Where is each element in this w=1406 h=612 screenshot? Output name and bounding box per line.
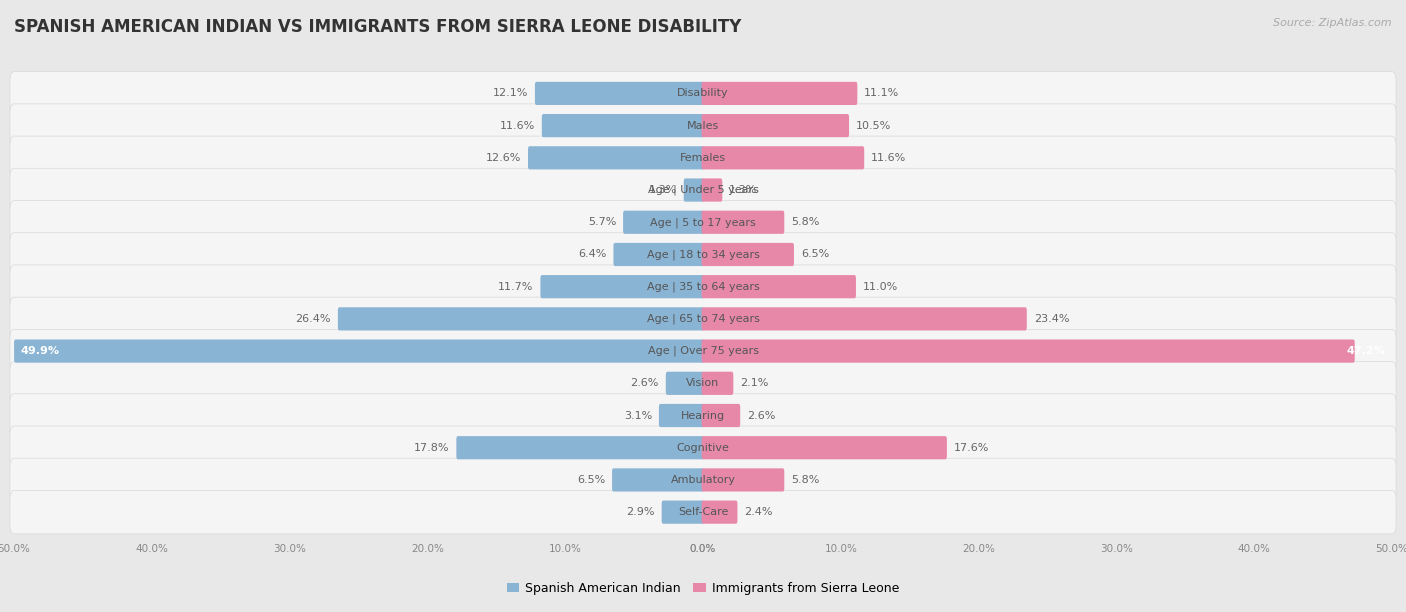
Text: Source: ZipAtlas.com: Source: ZipAtlas.com xyxy=(1274,18,1392,28)
FancyBboxPatch shape xyxy=(623,211,704,234)
Text: Females: Females xyxy=(681,153,725,163)
FancyBboxPatch shape xyxy=(702,211,785,234)
Text: Ambulatory: Ambulatory xyxy=(671,475,735,485)
FancyBboxPatch shape xyxy=(457,436,704,460)
Text: 10.5%: 10.5% xyxy=(856,121,891,130)
FancyBboxPatch shape xyxy=(702,275,856,298)
Text: Self-Care: Self-Care xyxy=(678,507,728,517)
Text: 5.7%: 5.7% xyxy=(588,217,616,227)
Text: 0.0%: 0.0% xyxy=(690,544,716,554)
Text: Males: Males xyxy=(688,121,718,130)
Text: 17.8%: 17.8% xyxy=(413,442,450,453)
FancyBboxPatch shape xyxy=(10,104,1396,147)
FancyBboxPatch shape xyxy=(10,458,1396,502)
FancyBboxPatch shape xyxy=(702,307,1026,330)
Text: 50.0%: 50.0% xyxy=(1375,544,1406,554)
FancyBboxPatch shape xyxy=(337,307,704,330)
Text: 12.1%: 12.1% xyxy=(492,88,529,99)
FancyBboxPatch shape xyxy=(10,329,1396,373)
Text: 6.5%: 6.5% xyxy=(576,475,605,485)
FancyBboxPatch shape xyxy=(10,426,1396,469)
FancyBboxPatch shape xyxy=(541,114,704,137)
FancyBboxPatch shape xyxy=(702,114,849,137)
Text: 2.9%: 2.9% xyxy=(626,507,655,517)
FancyBboxPatch shape xyxy=(10,136,1396,179)
Text: 11.0%: 11.0% xyxy=(863,282,898,292)
Legend: Spanish American Indian, Immigrants from Sierra Leone: Spanish American Indian, Immigrants from… xyxy=(502,577,904,600)
Text: 5.8%: 5.8% xyxy=(792,475,820,485)
FancyBboxPatch shape xyxy=(10,265,1396,308)
FancyBboxPatch shape xyxy=(666,371,704,395)
FancyBboxPatch shape xyxy=(702,501,738,524)
Text: 0.0%: 0.0% xyxy=(690,544,716,554)
Text: 11.1%: 11.1% xyxy=(865,88,900,99)
FancyBboxPatch shape xyxy=(612,468,704,491)
Text: Age | Under 5 years: Age | Under 5 years xyxy=(648,185,758,195)
FancyBboxPatch shape xyxy=(10,201,1396,244)
Text: Vision: Vision xyxy=(686,378,720,388)
Text: 6.5%: 6.5% xyxy=(801,250,830,259)
Text: 2.6%: 2.6% xyxy=(747,411,776,420)
FancyBboxPatch shape xyxy=(10,72,1396,115)
FancyBboxPatch shape xyxy=(702,404,740,427)
Text: 1.3%: 1.3% xyxy=(648,185,676,195)
FancyBboxPatch shape xyxy=(10,168,1396,212)
FancyBboxPatch shape xyxy=(10,297,1396,341)
Text: 30.0%: 30.0% xyxy=(273,544,307,554)
Text: 11.6%: 11.6% xyxy=(499,121,534,130)
FancyBboxPatch shape xyxy=(534,82,704,105)
FancyBboxPatch shape xyxy=(702,179,723,201)
FancyBboxPatch shape xyxy=(702,82,858,105)
Text: 26.4%: 26.4% xyxy=(295,314,330,324)
FancyBboxPatch shape xyxy=(613,243,704,266)
Text: 17.6%: 17.6% xyxy=(953,442,990,453)
Text: 3.1%: 3.1% xyxy=(624,411,652,420)
Text: 2.6%: 2.6% xyxy=(630,378,659,388)
FancyBboxPatch shape xyxy=(529,146,704,170)
FancyBboxPatch shape xyxy=(10,233,1396,276)
FancyBboxPatch shape xyxy=(14,340,704,363)
Text: 11.6%: 11.6% xyxy=(872,153,907,163)
FancyBboxPatch shape xyxy=(702,468,785,491)
Text: 5.8%: 5.8% xyxy=(792,217,820,227)
Text: 2.4%: 2.4% xyxy=(744,507,773,517)
Text: 20.0%: 20.0% xyxy=(411,544,444,554)
Text: SPANISH AMERICAN INDIAN VS IMMIGRANTS FROM SIERRA LEONE DISABILITY: SPANISH AMERICAN INDIAN VS IMMIGRANTS FR… xyxy=(14,18,741,36)
Text: Age | 5 to 17 years: Age | 5 to 17 years xyxy=(650,217,756,228)
Text: Age | 65 to 74 years: Age | 65 to 74 years xyxy=(647,313,759,324)
FancyBboxPatch shape xyxy=(702,340,1355,363)
Text: 49.9%: 49.9% xyxy=(21,346,60,356)
Text: 40.0%: 40.0% xyxy=(1237,544,1271,554)
Text: Age | Over 75 years: Age | Over 75 years xyxy=(648,346,758,356)
Text: 6.4%: 6.4% xyxy=(578,250,606,259)
FancyBboxPatch shape xyxy=(10,394,1396,437)
FancyBboxPatch shape xyxy=(683,179,704,201)
FancyBboxPatch shape xyxy=(702,436,946,460)
FancyBboxPatch shape xyxy=(10,362,1396,405)
Text: Hearing: Hearing xyxy=(681,411,725,420)
FancyBboxPatch shape xyxy=(662,501,704,524)
FancyBboxPatch shape xyxy=(540,275,704,298)
Text: Age | 35 to 64 years: Age | 35 to 64 years xyxy=(647,282,759,292)
Text: 23.4%: 23.4% xyxy=(1033,314,1069,324)
FancyBboxPatch shape xyxy=(702,146,865,170)
Text: 40.0%: 40.0% xyxy=(135,544,169,554)
Text: Cognitive: Cognitive xyxy=(676,442,730,453)
Text: 1.3%: 1.3% xyxy=(730,185,758,195)
Text: 20.0%: 20.0% xyxy=(962,544,995,554)
Text: 12.6%: 12.6% xyxy=(485,153,522,163)
Text: Age | 18 to 34 years: Age | 18 to 34 years xyxy=(647,249,759,259)
Text: 11.7%: 11.7% xyxy=(498,282,533,292)
Text: Disability: Disability xyxy=(678,88,728,99)
Text: 30.0%: 30.0% xyxy=(1099,544,1133,554)
Text: 50.0%: 50.0% xyxy=(0,544,31,554)
FancyBboxPatch shape xyxy=(702,371,734,395)
Text: 10.0%: 10.0% xyxy=(824,544,858,554)
Text: 47.2%: 47.2% xyxy=(1347,346,1385,356)
FancyBboxPatch shape xyxy=(10,490,1396,534)
Text: 10.0%: 10.0% xyxy=(548,544,582,554)
Text: 2.1%: 2.1% xyxy=(740,378,769,388)
FancyBboxPatch shape xyxy=(659,404,704,427)
FancyBboxPatch shape xyxy=(702,243,794,266)
